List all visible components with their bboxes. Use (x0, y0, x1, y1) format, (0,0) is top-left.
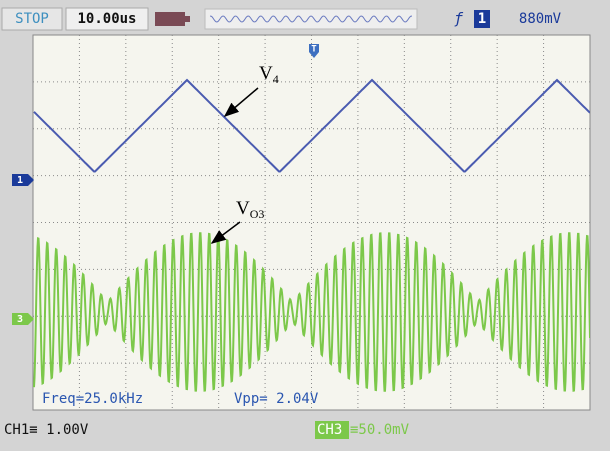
ch3-marker-bg (12, 313, 34, 325)
timebase: 10.00us (77, 11, 136, 27)
waveform-ch3 (33, 232, 590, 392)
timebase-box (65, 7, 149, 31)
trigger-marker: T (311, 45, 317, 55)
label-vo3: VO3 (236, 198, 264, 220)
ch1-marker-bg (12, 174, 34, 186)
ch3-marker: 3 (17, 314, 23, 325)
waveform-ch1 (33, 78, 590, 173)
position-wave (210, 15, 412, 23)
label-v4-main: V (259, 63, 273, 84)
trigger-level: 880mV (519, 11, 562, 27)
ch3-name: CH3 (317, 422, 342, 438)
position-bar (204, 8, 418, 30)
memory-icon (155, 12, 185, 26)
arrow-v4 (223, 87, 259, 117)
status-box (1, 7, 63, 31)
label-vo3-sub: O3 (250, 207, 265, 221)
label-v4-sub: 4 (273, 72, 279, 86)
trigger-source-box (474, 10, 490, 28)
memory-icon-tip (185, 16, 190, 22)
measurement-vpp: Vpp= 2.04V (234, 391, 319, 407)
trigger-source: 1 (478, 11, 486, 27)
label-v4: V4 (259, 63, 279, 85)
trigger-marker-bg (309, 44, 319, 58)
trigger-edge-icon: ƒ (454, 10, 464, 28)
ch1-marker: 1 (17, 175, 23, 186)
ch3-highlight (315, 421, 349, 439)
label-vo3-main: V (236, 198, 250, 219)
ch3-scale: ≡50.0mV (350, 422, 410, 438)
measurement-freq: Freq=25.0kHz (42, 391, 143, 407)
ch1-scale: CH1≡ 1.00V (4, 422, 89, 438)
arrow-vo3 (210, 221, 241, 244)
status: STOP (15, 11, 49, 27)
